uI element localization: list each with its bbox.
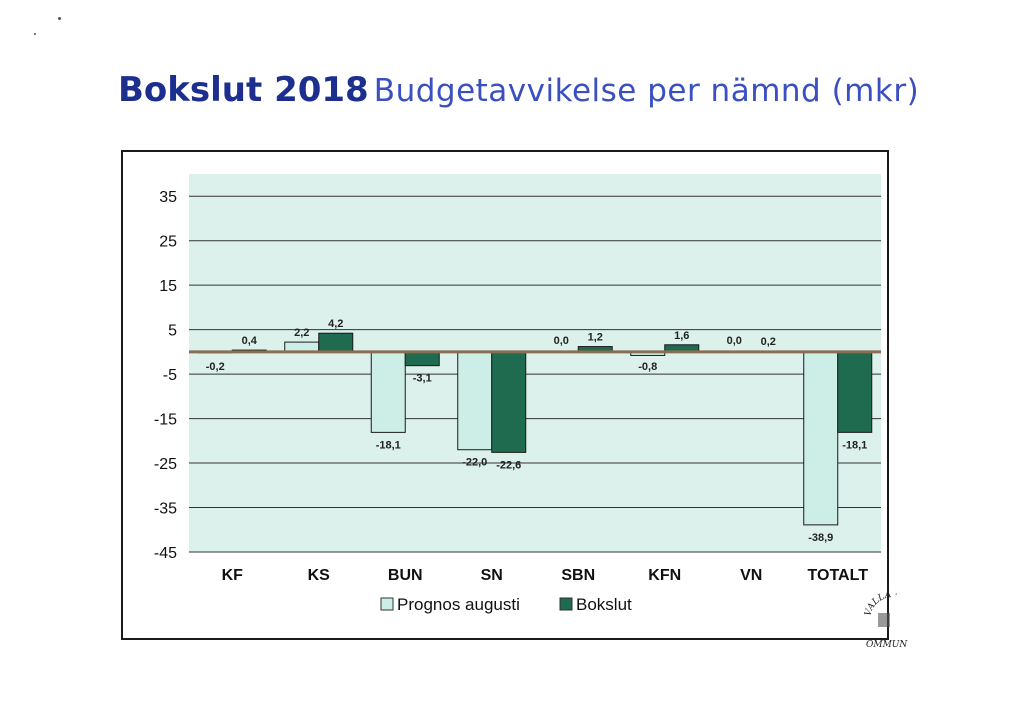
bar-prognos <box>457 351 493 451</box>
page-title: Bokslut 2018 Budgetavvikelse per nämnd (… <box>118 70 919 110</box>
data-label: 0,0 <box>554 335 569 347</box>
data-label: 1,2 <box>588 332 603 344</box>
data-label: -18,1 <box>842 439 867 451</box>
bar-chart: 35 25 15 5 -5 -15 -25 -35 -45 -0,2 2,2 -18,1 -22,0 0,… <box>154 174 881 614</box>
bar-bokslut <box>318 332 354 353</box>
data-label: -0,2 <box>206 361 225 373</box>
x-tick-label: KF <box>222 567 244 584</box>
data-label: 4,2 <box>328 318 343 330</box>
y-tick-label: -35 <box>154 501 177 518</box>
x-tick-label: KFN <box>648 567 681 584</box>
data-label: -22,0 <box>462 457 487 469</box>
x-tick-label: BUN <box>388 567 423 584</box>
data-label: 0,0 <box>727 335 742 347</box>
data-label: 0,4 <box>242 335 258 347</box>
y-tick-label: 5 <box>168 323 177 340</box>
bar-prognos <box>370 351 406 433</box>
legend-label-prognos: Prognos augusti <box>397 595 520 614</box>
data-label: -3,1 <box>413 373 432 385</box>
title-subtitle: Budgetavvikelse per nämnd (mkr) <box>373 73 920 109</box>
bar-bokslut <box>837 351 873 433</box>
x-tick-label: SN <box>481 567 503 584</box>
data-label: 2,2 <box>294 327 309 339</box>
y-tick-label: 35 <box>159 189 177 206</box>
y-tick-label: 25 <box>159 234 177 251</box>
x-tick-label: VN <box>740 567 762 584</box>
data-label: -22,6 <box>496 459 521 471</box>
legend-swatch-prognos <box>380 597 394 611</box>
title-main: Bokslut 2018 <box>118 70 369 110</box>
y-tick-label: 15 <box>159 278 177 295</box>
data-label: -18,1 <box>376 439 401 451</box>
svg-text:OMMUN: OMMUN <box>866 640 908 650</box>
bar-bokslut <box>491 351 527 453</box>
data-label: -38,9 <box>808 532 833 544</box>
municipality-seal-stamp: VALLA · OMMUN <box>863 590 908 650</box>
chart-frame: 35 25 15 5 -5 -15 -25 -35 -45 -0,2 2,2 -18,1 -22,0 0,… <box>121 150 889 640</box>
y-tick-label: -45 <box>154 545 177 562</box>
bar-prognos <box>803 351 839 526</box>
plot-area <box>189 174 881 552</box>
y-tick-label: -25 <box>154 456 177 473</box>
x-tick-label: KS <box>308 567 331 584</box>
data-label: -0,8 <box>638 361 657 373</box>
data-label: 0,2 <box>761 336 776 348</box>
bar-bokslut <box>404 351 440 367</box>
legend-swatch-bokslut <box>559 597 573 611</box>
x-tick-label: SBN <box>561 567 595 584</box>
y-tick-label: -5 <box>163 367 177 384</box>
y-tick-label: -15 <box>154 412 177 429</box>
x-tick-label: TOTALT <box>808 567 869 584</box>
data-label: 1,6 <box>674 330 689 342</box>
legend-label-bokslut: Bokslut <box>576 595 632 614</box>
